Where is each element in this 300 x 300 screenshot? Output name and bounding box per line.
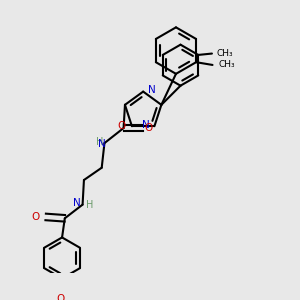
Text: CH₃: CH₃ (218, 60, 235, 69)
Text: O: O (118, 121, 126, 131)
Text: CH₃: CH₃ (217, 49, 233, 58)
Text: H: H (86, 200, 93, 210)
Text: N: N (73, 198, 80, 208)
Text: H: H (96, 137, 103, 147)
Text: O: O (57, 294, 65, 300)
Text: O: O (32, 212, 40, 222)
Text: N: N (98, 139, 106, 149)
Text: N: N (148, 85, 156, 95)
Text: O: O (145, 123, 153, 133)
Text: N: N (142, 120, 149, 130)
